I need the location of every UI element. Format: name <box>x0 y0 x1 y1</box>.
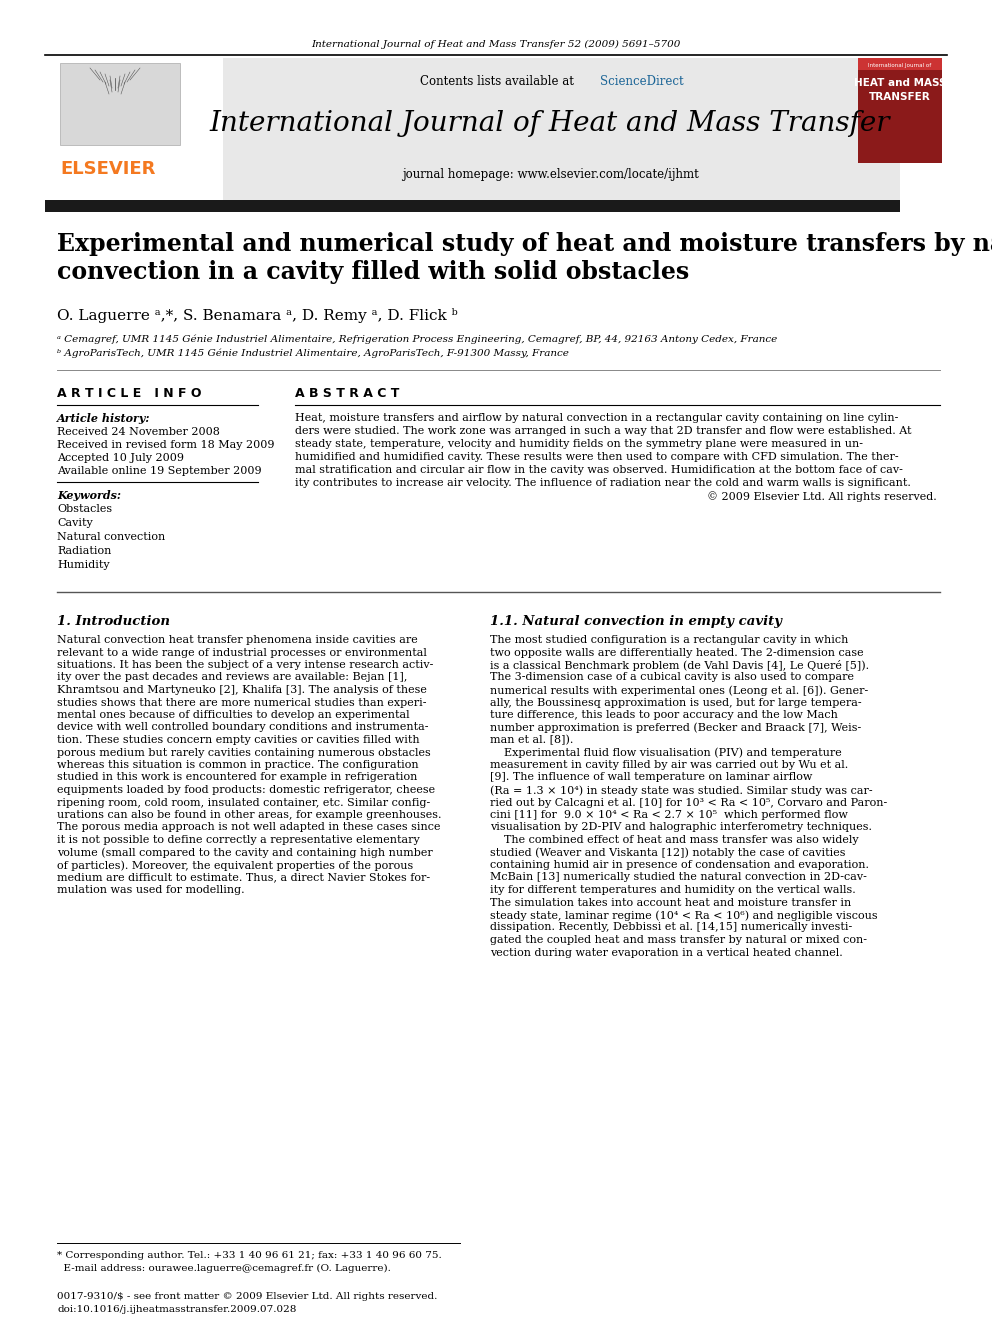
Text: 1. Introduction: 1. Introduction <box>57 615 170 628</box>
Text: urations can also be found in other areas, for example greenhouses.: urations can also be found in other area… <box>57 810 441 820</box>
Text: * Corresponding author. Tel.: +33 1 40 96 61 21; fax: +33 1 40 96 60 75.: * Corresponding author. Tel.: +33 1 40 9… <box>57 1252 441 1259</box>
Text: ity for different temperatures and humidity on the vertical walls.: ity for different temperatures and humid… <box>490 885 856 894</box>
Text: McBain [13] numerically studied the natural convection in 2D-cav-: McBain [13] numerically studied the natu… <box>490 872 867 882</box>
Text: ally, the Boussinesq approximation is used, but for large tempera-: ally, the Boussinesq approximation is us… <box>490 697 862 708</box>
Text: medium are difficult to estimate. Thus, a direct Navier Stokes for-: medium are difficult to estimate. Thus, … <box>57 872 431 882</box>
Text: journal homepage: www.elsevier.com/locate/ijhmt: journal homepage: www.elsevier.com/locat… <box>402 168 698 181</box>
Text: The most studied configuration is a rectangular cavity in which: The most studied configuration is a rect… <box>490 635 848 646</box>
Text: Received 24 November 2008: Received 24 November 2008 <box>57 427 220 437</box>
Text: The porous media approach is not well adapted in these cases since: The porous media approach is not well ad… <box>57 823 440 832</box>
Text: Available online 19 September 2009: Available online 19 September 2009 <box>57 466 262 476</box>
Text: gated the coupled heat and mass transfer by natural or mixed con-: gated the coupled heat and mass transfer… <box>490 935 867 945</box>
Text: Radiation: Radiation <box>57 546 111 556</box>
Text: mal stratification and circular air flow in the cavity was observed. Humidificat: mal stratification and circular air flow… <box>295 464 903 475</box>
Text: man et al. [8]).: man et al. [8]). <box>490 736 573 745</box>
Text: E-mail address: ourawee.laguerre@cemagref.fr (O. Laguerre).: E-mail address: ourawee.laguerre@cemagre… <box>57 1263 391 1273</box>
Text: Obstacles: Obstacles <box>57 504 112 515</box>
Bar <box>45 200 900 212</box>
Text: measurement in cavity filled by air was carried out by Wu et al.: measurement in cavity filled by air was … <box>490 759 848 770</box>
Text: device with well controlled boundary conditions and instrumenta-: device with well controlled boundary con… <box>57 722 429 733</box>
Text: Experimental fluid flow visualisation (PIV) and temperature: Experimental fluid flow visualisation (P… <box>490 747 842 758</box>
Text: Contents lists available at: Contents lists available at <box>420 75 577 89</box>
Text: porous medium but rarely cavities containing numerous obstacles: porous medium but rarely cavities contai… <box>57 747 431 758</box>
Text: number approximation is preferred (Becker and Braack [7], Weis-: number approximation is preferred (Becke… <box>490 722 861 733</box>
Text: ture difference, this leads to poor accuracy and the low Mach: ture difference, this leads to poor accu… <box>490 710 838 720</box>
Text: Natural convection: Natural convection <box>57 532 166 542</box>
Text: studies shows that there are more numerical studies than experi-: studies shows that there are more numeri… <box>57 697 427 708</box>
Text: numerical results with experimental ones (Leong et al. [6]). Gener-: numerical results with experimental ones… <box>490 685 868 696</box>
Text: situations. It has been the subject of a very intense research activ-: situations. It has been the subject of a… <box>57 660 434 669</box>
Text: mental ones because of difficulties to develop an experimental: mental ones because of difficulties to d… <box>57 710 410 720</box>
Text: O. Laguerre ᵃ,*, S. Benamara ᵃ, D. Remy ᵃ, D. Flick ᵇ: O. Laguerre ᵃ,*, S. Benamara ᵃ, D. Remy … <box>57 308 457 323</box>
Text: humidified and humidified cavity. These results were then used to compare with C: humidified and humidified cavity. These … <box>295 452 899 462</box>
Text: visualisation by 2D-PIV and halographic interferometry techniques.: visualisation by 2D-PIV and halographic … <box>490 823 872 832</box>
Text: Cavity: Cavity <box>57 519 92 528</box>
Text: Article history:: Article history: <box>57 413 151 423</box>
Bar <box>45 58 900 200</box>
Text: cini [11] for  9.0 × 10⁴ < Ra < 2.7 × 10⁵  which performed flow: cini [11] for 9.0 × 10⁴ < Ra < 2.7 × 10⁵… <box>490 810 848 820</box>
Bar <box>858 58 942 70</box>
Text: whereas this situation is common in practice. The configuration: whereas this situation is common in prac… <box>57 759 419 770</box>
Text: 1.1. Natural convection in empty cavity: 1.1. Natural convection in empty cavity <box>490 615 782 628</box>
Text: 0017-9310/$ - see front matter © 2009 Elsevier Ltd. All rights reserved.: 0017-9310/$ - see front matter © 2009 El… <box>57 1293 437 1301</box>
Text: steady state, laminar regime (10⁴ < Ra < 10⁶) and negligible viscous: steady state, laminar regime (10⁴ < Ra <… <box>490 910 878 921</box>
Text: TRANSFER: TRANSFER <box>869 93 930 102</box>
Text: studied (Weaver and Viskanta [12]) notably the case of cavities: studied (Weaver and Viskanta [12]) notab… <box>490 848 845 859</box>
Text: ripening room, cold room, insulated container, etc. Similar config-: ripening room, cold room, insulated cont… <box>57 798 431 807</box>
Text: it is not possible to define correctly a representative elementary: it is not possible to define correctly a… <box>57 835 420 845</box>
Text: © 2009 Elsevier Ltd. All rights reserved.: © 2009 Elsevier Ltd. All rights reserved… <box>707 491 937 501</box>
Text: ELSEVIER: ELSEVIER <box>60 160 156 179</box>
Text: Khramtsou and Martyneuko [2], Khalifa [3]. The analysis of these: Khramtsou and Martyneuko [2], Khalifa [3… <box>57 685 427 695</box>
Text: Heat, moisture transfers and airflow by natural convection in a rectangular cavi: Heat, moisture transfers and airflow by … <box>295 413 899 423</box>
Text: ScienceDirect: ScienceDirect <box>600 75 683 89</box>
Text: (Ra = 1.3 × 10⁴) in steady state was studied. Similar study was car-: (Ra = 1.3 × 10⁴) in steady state was stu… <box>490 785 873 795</box>
Text: dissipation. Recently, Debbissi et al. [14,15] numerically investi-: dissipation. Recently, Debbissi et al. [… <box>490 922 852 933</box>
Text: Humidity: Humidity <box>57 560 110 570</box>
Text: containing humid air in presence of condensation and evaporation.: containing humid air in presence of cond… <box>490 860 869 871</box>
Text: of particles). Moreover, the equivalent properties of the porous: of particles). Moreover, the equivalent … <box>57 860 414 871</box>
Text: ᵇ AgroParisTech, UMR 1145 Génie Industriel Alimentaire, AgroParisTech, F-91300 M: ᵇ AgroParisTech, UMR 1145 Génie Industri… <box>57 349 568 359</box>
Text: A R T I C L E   I N F O: A R T I C L E I N F O <box>57 388 201 400</box>
Text: International Journal of Heat and Mass Transfer: International Journal of Heat and Mass T… <box>209 110 890 138</box>
Text: International Journal of: International Journal of <box>868 64 931 67</box>
Text: Experimental and numerical study of heat and moisture transfers by natural
conve: Experimental and numerical study of heat… <box>57 232 992 284</box>
Text: Natural convection heat transfer phenomena inside cavities are: Natural convection heat transfer phenome… <box>57 635 418 646</box>
Text: The 3-dimension case of a cubical cavity is also used to compare: The 3-dimension case of a cubical cavity… <box>490 672 854 683</box>
Text: Keywords:: Keywords: <box>57 490 121 501</box>
Text: steady state, temperature, velocity and humidity fields on the symmetry plane we: steady state, temperature, velocity and … <box>295 439 863 448</box>
Text: is a classical Benchmark problem (de Vahl Davis [4], Le Queré [5]).: is a classical Benchmark problem (de Vah… <box>490 660 869 671</box>
Text: The combined effect of heat and mass transfer was also widely: The combined effect of heat and mass tra… <box>490 835 859 845</box>
Text: ity over the past decades and reviews are available: Bejan [1],: ity over the past decades and reviews ar… <box>57 672 408 683</box>
Text: two opposite walls are differentially heated. The 2-dimension case: two opposite walls are differentially he… <box>490 647 864 658</box>
Bar <box>60 64 180 146</box>
Text: ders were studied. The work zone was arranged in such a way that 2D transfer and: ders were studied. The work zone was arr… <box>295 426 912 437</box>
Text: A B S T R A C T: A B S T R A C T <box>295 388 400 400</box>
Text: studied in this work is encountered for example in refrigeration: studied in this work is encountered for … <box>57 773 418 782</box>
Text: International Journal of Heat and Mass Transfer 52 (2009) 5691–5700: International Journal of Heat and Mass T… <box>311 40 681 49</box>
Text: Accepted 10 July 2009: Accepted 10 July 2009 <box>57 452 184 463</box>
Text: [9]. The influence of wall temperature on laminar airflow: [9]. The influence of wall temperature o… <box>490 773 812 782</box>
Text: The simulation takes into account heat and moisture transfer in: The simulation takes into account heat a… <box>490 897 851 908</box>
Text: Received in revised form 18 May 2009: Received in revised form 18 May 2009 <box>57 441 275 450</box>
Text: relevant to a wide range of industrial processes or environmental: relevant to a wide range of industrial p… <box>57 647 427 658</box>
Text: HEAT and MASS: HEAT and MASS <box>854 78 946 89</box>
Text: ried out by Calcagni et al. [10] for 10³ < Ra < 10⁵, Corvaro and Paron-: ried out by Calcagni et al. [10] for 10³… <box>490 798 887 807</box>
Text: ᵃ Cemagref, UMR 1145 Génie Industriel Alimentaire, Refrigeration Process Enginee: ᵃ Cemagref, UMR 1145 Génie Industriel Al… <box>57 333 778 344</box>
Text: vection during water evaporation in a vertical heated channel.: vection during water evaporation in a ve… <box>490 947 843 958</box>
Bar <box>858 58 942 163</box>
Text: volume (small compared to the cavity and containing high number: volume (small compared to the cavity and… <box>57 848 433 859</box>
Bar <box>45 58 223 200</box>
Text: equipments loaded by food products: domestic refrigerator, cheese: equipments loaded by food products: dome… <box>57 785 435 795</box>
Text: mulation was used for modelling.: mulation was used for modelling. <box>57 885 245 894</box>
Text: tion. These studies concern empty cavities or cavities filled with: tion. These studies concern empty caviti… <box>57 736 420 745</box>
Text: doi:10.1016/j.ijheatmasstransfer.2009.07.028: doi:10.1016/j.ijheatmasstransfer.2009.07… <box>57 1304 297 1314</box>
Text: ity contributes to increase air velocity. The influence of radiation near the co: ity contributes to increase air velocity… <box>295 478 911 488</box>
